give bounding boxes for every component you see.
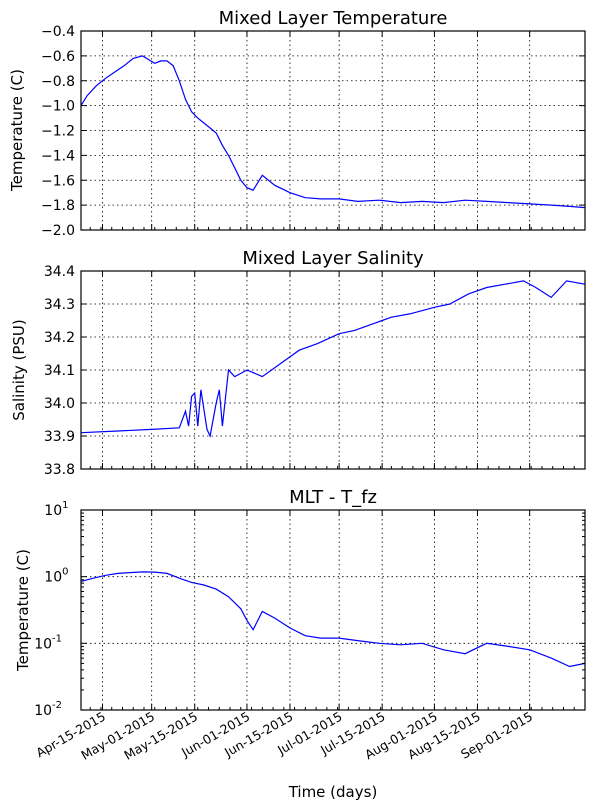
y-tick-label: −0.8 xyxy=(41,74,75,90)
x-axis-label: Time (days) xyxy=(288,783,378,801)
y-tick-exponent: 0 xyxy=(62,567,68,578)
series-line xyxy=(80,571,586,668)
y-tick-label: 100 xyxy=(44,567,68,586)
y-tick-label: 101 xyxy=(44,500,68,519)
y-tick-label: −1.6 xyxy=(41,173,75,189)
y-tick-label: 33.9 xyxy=(44,429,75,445)
panel-temperature: Mixed Layer Temperature −2.0 −1.8 −1.6 −1.4… xyxy=(8,8,586,239)
y-tick-exponent: 1 xyxy=(62,500,68,511)
y-axis-label: Temperature (C) xyxy=(14,549,32,672)
y-tick-label: −1.8 xyxy=(41,198,75,214)
y-tick-label: 10-1 xyxy=(34,633,62,652)
plot-frame xyxy=(80,509,586,711)
series-line xyxy=(80,280,586,438)
y-tick-label: −2.0 xyxy=(41,223,75,239)
y-tick-label: 34.0 xyxy=(44,396,75,412)
y-tick-label: 33.8 xyxy=(44,462,75,478)
y-tick-label: −1.2 xyxy=(41,124,75,140)
x-tick-labels: Apr-15-2015May-01-2015May-15-2015Jun-01-… xyxy=(33,709,535,763)
y-tick-label: 34.1 xyxy=(44,363,75,379)
series-line xyxy=(80,55,586,209)
y-tick-label: −0.4 xyxy=(41,24,75,40)
y-tick-label: 34.4 xyxy=(44,264,75,280)
chart-title: Mixed Layer Salinity xyxy=(242,248,424,269)
y-tick-label: −0.6 xyxy=(41,49,75,65)
chart-title: Mixed Layer Temperature xyxy=(219,8,448,29)
y-tick-label: −1.0 xyxy=(41,99,75,115)
y-axis-label: Salinity (PSU) xyxy=(10,319,28,421)
y-axis-label: Temperature (C) xyxy=(8,69,26,192)
y-tick-label: 10-2 xyxy=(34,700,62,719)
y-tick-label: −1.4 xyxy=(41,148,75,164)
y-tick-exponent: -1 xyxy=(52,633,62,644)
y-tick-exponent: -2 xyxy=(52,700,62,711)
y-tick-label: 34.2 xyxy=(44,330,75,346)
panel-salinity: Mixed Layer Salinity 33.8 33.9 34.0 34.1 34.… xyxy=(10,248,586,478)
y-tick-label: 34.3 xyxy=(44,297,75,313)
chart-title: MLT - T_fz xyxy=(289,487,377,508)
